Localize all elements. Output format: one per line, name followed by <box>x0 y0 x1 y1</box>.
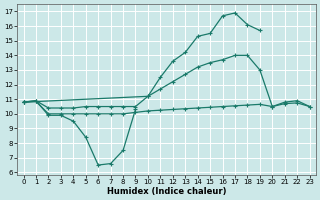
X-axis label: Humidex (Indice chaleur): Humidex (Indice chaleur) <box>107 187 226 196</box>
